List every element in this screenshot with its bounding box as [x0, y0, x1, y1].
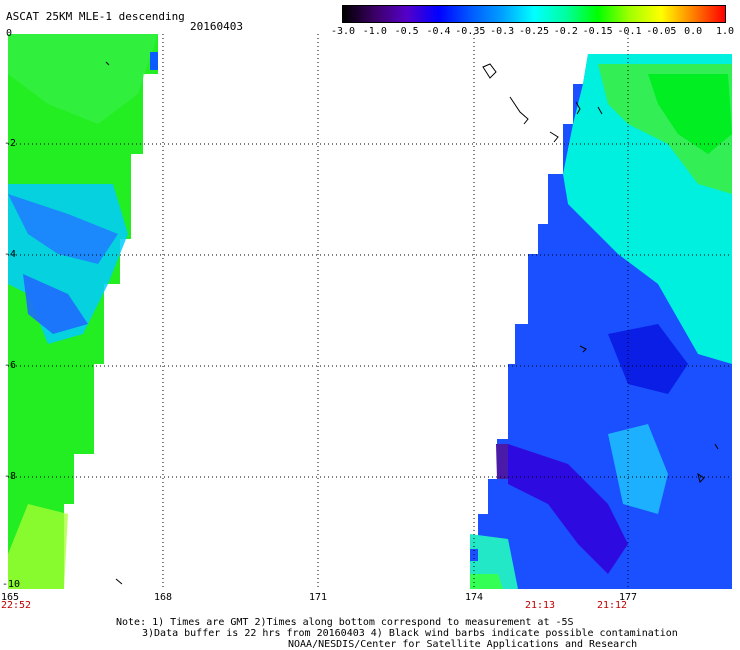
swath-map [8, 34, 732, 589]
color-scale-label: -0.3 [490, 26, 515, 37]
lat-label-0: 0 [6, 28, 13, 39]
color-scale-label: -0.35 [455, 26, 486, 37]
color-scale-label: -0.2 [553, 26, 578, 37]
color-scale-label: -0.4 [426, 26, 451, 37]
product-date: 20160403 [190, 20, 243, 33]
color-scale-label: -0.5 [394, 26, 419, 37]
lon-label-171: 171 [308, 592, 328, 603]
color-scale-gradient [343, 6, 725, 22]
product-title: ASCAT 25KM MLE-1 descending [6, 10, 185, 23]
note-line-3: NOAA/NESDIS/Center for Satellite Applica… [288, 639, 638, 650]
left-swath [8, 34, 158, 589]
lat-label-6: -6 [4, 360, 17, 371]
color-scale-label: -3.0 [330, 26, 356, 37]
lon-label-177: 177 [618, 592, 638, 603]
lon-label-168: 168 [153, 592, 173, 603]
time-label-left: 22:52 [0, 600, 32, 611]
color-scale-label: -0.1 [617, 26, 642, 37]
lon-label-165: 165 [0, 592, 20, 603]
color-scale-bar [342, 5, 726, 23]
color-scale-label: -1.0 [362, 26, 387, 37]
lon-label-174: 174 [464, 592, 484, 603]
time-label-right: 21:12 [596, 600, 628, 611]
lat-label-4: -4 [4, 249, 17, 260]
color-scale-label: -0.15 [582, 26, 613, 37]
lat-lon-grid [8, 34, 732, 589]
color-scale-label: -0.05 [646, 26, 677, 37]
right-swath [470, 54, 732, 589]
time-label-mid: 21:13 [524, 600, 556, 611]
island-outlines [105, 61, 719, 585]
lat-label-8: -8 [4, 471, 17, 482]
color-scale-label: 1.0 [715, 26, 735, 37]
lat-label-10: -10 [2, 579, 21, 590]
note-line-2: 3)Data buffer is 22 hrs from 20160403 4)… [142, 628, 678, 639]
note-line-1: Note: 1) Times are GMT 2)Times along bot… [116, 617, 574, 628]
color-scale-label: -0.25 [518, 26, 550, 37]
color-scale-label: 0.0 [684, 26, 703, 37]
lat-label-2: -2 [4, 138, 17, 149]
